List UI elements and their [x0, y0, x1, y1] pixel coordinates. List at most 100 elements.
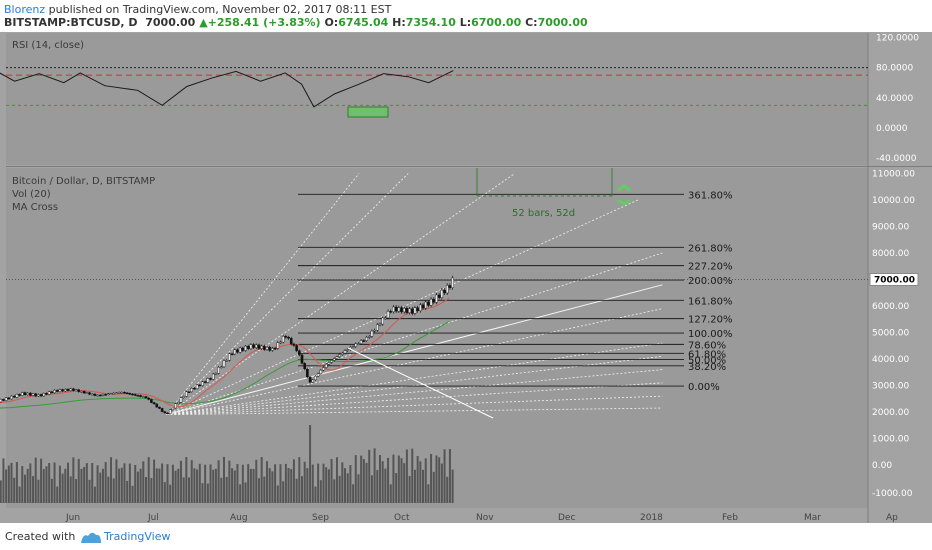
candle-body	[139, 395, 142, 397]
price-tick-label: 2000.00	[872, 408, 909, 418]
fib-level-label: 361.80%	[688, 190, 733, 201]
price-tick-label: 11000.00	[872, 170, 915, 180]
volume-bar	[314, 486, 317, 503]
candle-body	[316, 373, 320, 377]
price-tick-label: 4000.00	[872, 355, 909, 365]
volume-bar	[352, 484, 355, 503]
volume-bar	[91, 463, 94, 503]
candle-body	[260, 345, 263, 349]
volume-bar	[45, 466, 48, 503]
volume-bar	[185, 457, 188, 503]
volume-bar	[451, 469, 454, 503]
price-axis: 11000.00 10000.00 9000.00 8000.00 6000.00 500…	[872, 170, 915, 500]
price-tick-label: 6000.00	[872, 302, 909, 312]
volume-bar	[287, 468, 290, 503]
candle-body	[271, 348, 274, 351]
candle-body	[109, 393, 113, 395]
volume-bar	[241, 464, 244, 503]
fib-level-label: 100.00%	[688, 329, 733, 340]
time-tick-label: Ap	[886, 513, 898, 523]
volume-bar	[397, 455, 400, 503]
tradingview-logo-icon	[81, 532, 101, 543]
gann-fan-ray	[166, 252, 663, 416]
price-tick-label: 9000.00	[872, 223, 909, 233]
volume-bar	[311, 464, 314, 503]
volume-bars	[0, 425, 454, 503]
fib-extension[interactable]: 0.00% 38.20%50.00%61.80%78.60%100.00% 127.…	[298, 190, 733, 393]
rsi-pane	[6, 33, 868, 165]
candle-body	[311, 379, 315, 383]
gann-fan-ray	[166, 342, 663, 416]
candle-body	[158, 406, 161, 409]
volume-bar	[212, 469, 215, 503]
candle-body	[303, 363, 306, 370]
volume-bar	[368, 449, 371, 503]
time-tick-label: Jul	[147, 513, 159, 523]
candle-body	[37, 394, 40, 397]
gann-fan[interactable]	[165, 173, 663, 416]
candle-body	[190, 388, 194, 392]
volume-bar	[330, 458, 333, 503]
candle-body	[432, 298, 436, 303]
btc-chart[interactable]: 120.0000 80.0000 40.0000 0.0000 -40.0000 110…	[0, 32, 932, 523]
candle-body	[182, 396, 185, 398]
symbol-name: BITSTAMP:BTCUSD, D	[4, 16, 138, 29]
candle-body	[2, 399, 5, 401]
fib-level-label: 50.00%	[688, 356, 726, 367]
volume-bar	[214, 468, 217, 503]
volume-bar	[387, 457, 390, 503]
author-link[interactable]: Blorenz	[4, 3, 46, 16]
candle-body	[354, 343, 358, 347]
candle-body	[308, 376, 312, 383]
volume-bar	[443, 449, 446, 503]
volume-bar	[163, 482, 166, 503]
volume-bar	[85, 463, 88, 503]
drag-handle-icon[interactable]	[617, 184, 631, 206]
volume-bar	[233, 470, 236, 503]
volume-bar	[378, 455, 381, 503]
time-tick-label: Nov	[476, 513, 494, 523]
volume-bar	[419, 461, 422, 503]
main-title: Bitcoin / Dollar, D, BITSTAMP	[12, 176, 155, 187]
candle-body	[82, 391, 86, 394]
volume-bar	[206, 483, 209, 503]
volume-bar	[354, 455, 357, 503]
volume-bar	[435, 455, 438, 503]
volume-bar	[123, 463, 126, 503]
fib-level-label: 78.60%	[688, 340, 726, 351]
candle-body	[26, 392, 29, 395]
price-tick-label: -1000.00	[872, 489, 913, 499]
candle-body	[211, 373, 215, 380]
candle-body	[292, 343, 296, 346]
candle-body	[133, 394, 137, 396]
volume-bar	[440, 463, 443, 503]
tradingview-link[interactable]: TradingView	[104, 530, 171, 543]
trend-line[interactable]	[347, 347, 494, 419]
candle-body	[268, 346, 272, 351]
candle-body	[10, 395, 13, 400]
fib-level-label: 261.80%	[688, 243, 733, 254]
candle-body	[233, 349, 237, 355]
candle-body	[298, 350, 301, 356]
volume-bar	[83, 466, 86, 503]
candle-body	[451, 277, 454, 288]
candle-body	[45, 393, 48, 395]
volume-bar	[365, 462, 368, 503]
volume-bar	[247, 464, 250, 503]
volume-bar	[284, 463, 287, 503]
volume-bar	[136, 471, 139, 503]
time-tick-label: Dec	[558, 513, 575, 523]
volume-bar	[381, 461, 384, 503]
candle-body	[69, 388, 72, 391]
volume-bar	[96, 465, 99, 503]
volume-bar	[10, 462, 13, 503]
candle-body	[18, 394, 21, 396]
rsi-oversold-box[interactable]	[347, 106, 389, 118]
volume-bar	[389, 484, 392, 503]
candle-body	[217, 367, 220, 374]
volume-bar	[239, 484, 242, 503]
volume-bar	[244, 482, 247, 503]
gann-fan-ray	[166, 369, 663, 416]
date-range-label: 52 bars, 52d	[512, 208, 575, 219]
candle-body	[381, 317, 384, 325]
